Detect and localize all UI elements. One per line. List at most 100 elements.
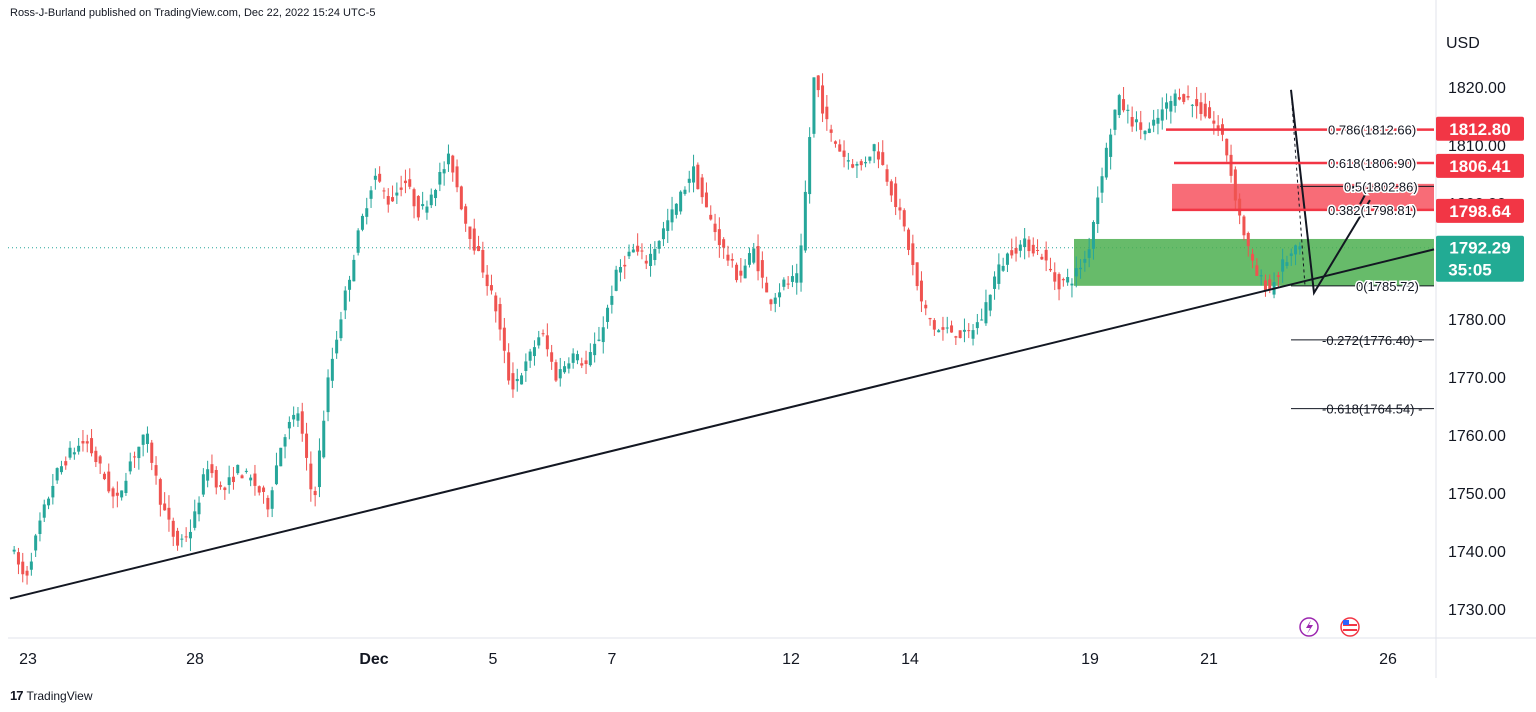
candle-body [386,196,390,205]
candle-body [790,276,794,282]
candle-body [606,307,610,322]
fib-level-label: 0.786(1812.66) [1328,123,1416,138]
candle-body [1268,279,1272,291]
candle-body [481,249,485,273]
candle-body [567,363,571,369]
current-price-label: 1792.29 [1449,239,1510,258]
candle-body [416,196,420,218]
candle-body [107,471,111,492]
candle-body [391,197,395,202]
candle-body [133,456,137,458]
candle-body [679,191,683,212]
candle-body [206,469,210,481]
candle-body [636,245,640,252]
candle-body [1061,279,1065,281]
candle-body [1199,102,1203,114]
candle-body [128,461,132,472]
candle-body [786,283,790,285]
candle-body [640,250,644,252]
candle-body [1160,109,1164,121]
x-tick-label: 5 [489,651,498,668]
candle-body [1031,244,1035,254]
candle-body [240,475,244,479]
candle-body [696,164,700,190]
candle-body [16,552,20,565]
candle-body [1177,97,1181,100]
candle-body [403,180,407,184]
y-tick-label: 1740.00 [1448,544,1506,561]
x-tick-label: 26 [1379,651,1397,668]
footer-brand: 17 TradingView [10,688,93,703]
candle-body [494,295,498,312]
candle-body [769,299,773,305]
candle-body [1130,117,1134,127]
x-tick-label: Dec [359,651,388,668]
candle-body [958,330,962,338]
candle-body [919,280,923,302]
candle-body [1010,250,1014,256]
candle-body [730,259,734,261]
us-flag-canton [1343,620,1349,625]
candle-body [120,490,124,498]
candle-body [524,361,528,371]
candle-body [1096,197,1100,225]
axes-layer: USD 1730.00 1740.00 1750.00 1760.00 1770.00 17… [8,0,1536,678]
candle-body [1014,248,1018,254]
price-badge-label: 1812.80 [1449,120,1510,139]
candle-body [90,438,94,454]
candle-body [808,137,812,195]
candle-body [545,335,549,350]
candle-body [335,339,339,354]
candle-body [726,254,730,261]
candle-body [1057,274,1061,290]
candle-body [644,260,648,264]
candle-body [395,192,399,196]
candle-body [219,485,223,487]
candle-body [502,327,506,351]
candle-body [64,461,68,466]
candle-body [950,325,954,333]
trendline[interactable] [9,248,1435,600]
candle-body [537,337,541,346]
candle-body [842,150,846,157]
projection-path[interactable] [1290,89,1371,296]
candle-body [627,251,631,257]
fib-level-label: 0.618(1806.90) [1328,156,1416,171]
price-badge [1436,198,1524,223]
candle-body [816,75,820,91]
candle-body [1143,130,1147,135]
candle-body [812,77,816,134]
candle-body [1190,104,1194,106]
candle-body [1040,256,1044,260]
candle-body [1298,246,1302,250]
candle-body [541,333,545,335]
candle-body [962,329,966,332]
candle-body [881,152,885,165]
candle-body [1289,253,1293,256]
candle-body [356,230,360,253]
y-tick-label: 1780.00 [1448,312,1506,329]
footer-brand-text: TradingView [26,688,93,703]
x-tick-label: 23 [19,651,37,668]
candle-body [692,166,696,183]
candle-body [77,445,81,452]
candle-body [115,492,119,496]
tradingview-logo-icon: 17 [10,688,24,703]
candle-body [47,498,51,506]
badges-layer: 1812.80 1806.41 1798.64 1792.29 35:05 [1436,116,1524,282]
candle-body [1169,101,1173,112]
candle-body [223,487,227,491]
candle-body [747,253,751,265]
candle-body [98,456,102,464]
candle-body [59,466,63,473]
candle-body [975,322,979,329]
demand-zone[interactable] [1074,238,1434,286]
candle-body [932,320,936,330]
candle-body [735,264,739,281]
candle-body [317,450,321,488]
candle-body [279,447,283,467]
candle-body [369,190,373,199]
candle-body [670,209,674,223]
candle-body [915,262,919,287]
